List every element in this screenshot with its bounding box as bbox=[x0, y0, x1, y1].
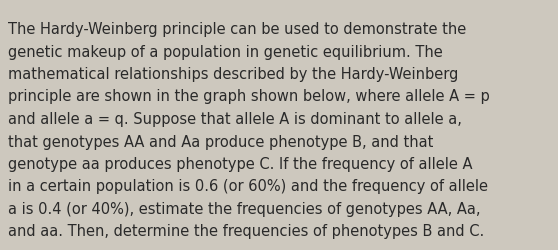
Text: a is 0.4 (or 40%), estimate the frequencies of genotypes AA, Aa,: a is 0.4 (or 40%), estimate the frequenc… bbox=[8, 201, 480, 216]
Text: and allele a = q. Suppose that allele A is dominant to allele a,: and allele a = q. Suppose that allele A … bbox=[8, 112, 462, 126]
Text: genetic makeup of a population in genetic equilibrium. The: genetic makeup of a population in geneti… bbox=[8, 44, 442, 59]
Text: principle are shown in the graph shown below, where allele A = p: principle are shown in the graph shown b… bbox=[8, 89, 490, 104]
Text: in a certain population is 0.6 (or 60%) and the frequency of allele: in a certain population is 0.6 (or 60%) … bbox=[8, 179, 488, 194]
Text: and aa. Then, determine the frequencies of phenotypes B and C.: and aa. Then, determine the frequencies … bbox=[8, 224, 484, 238]
Text: mathematical relationships described by the Hardy-Weinberg: mathematical relationships described by … bbox=[8, 67, 458, 82]
Text: that genotypes AA and Aa produce phenotype B, and that: that genotypes AA and Aa produce phenoty… bbox=[8, 134, 434, 149]
Text: The Hardy-Weinberg principle can be used to demonstrate the: The Hardy-Weinberg principle can be used… bbox=[8, 22, 466, 37]
Text: genotype aa produces phenotype C. If the frequency of allele A: genotype aa produces phenotype C. If the… bbox=[8, 156, 473, 171]
